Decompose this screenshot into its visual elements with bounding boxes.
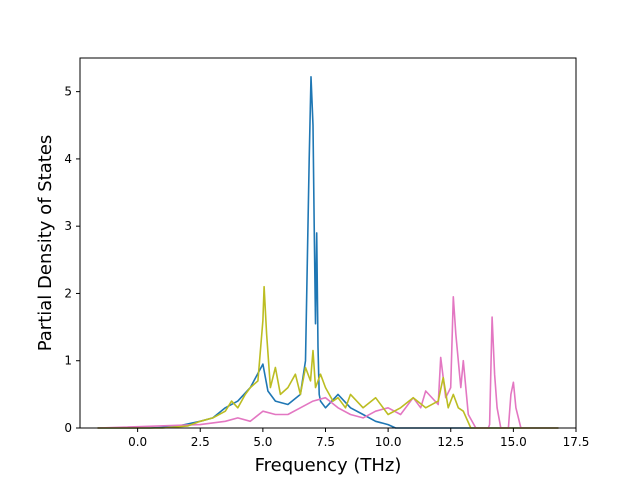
plot-area — [97, 76, 559, 429]
y-axis: 0 1 2 3 4 5 — [64, 85, 80, 435]
x-tick-label: 7.5 — [316, 435, 335, 449]
y-axis-label: Partial Density of States — [35, 135, 56, 352]
x-tick-label: 17.5 — [563, 435, 590, 449]
y-tick-label: 3 — [64, 219, 72, 233]
x-axis: 0.0 2.5 5.0 7.5 10.0 12.5 15.0 17.5 — [128, 428, 589, 449]
axes-frame — [79, 57, 577, 429]
series-line-2 — [97, 295, 559, 429]
y-tick-label: 1 — [64, 354, 72, 368]
x-tick-label: 0.0 — [128, 435, 147, 449]
y-tick-label: 5 — [64, 85, 72, 99]
x-tick-label: 15.0 — [500, 435, 527, 449]
y-tick-label: 4 — [64, 152, 72, 166]
x-tick-label: 5.0 — [253, 435, 272, 449]
x-tick-label: 12.5 — [437, 435, 464, 449]
x-tick-label: 10.0 — [375, 435, 402, 449]
x-tick-label: 2.5 — [191, 435, 210, 449]
series-line-1 — [97, 76, 559, 429]
series-line-3 — [97, 285, 559, 429]
y-tick-label: 2 — [64, 286, 72, 300]
x-axis-label: Frequency (THz) — [255, 455, 402, 476]
y-tick-label: 0 — [64, 421, 72, 435]
